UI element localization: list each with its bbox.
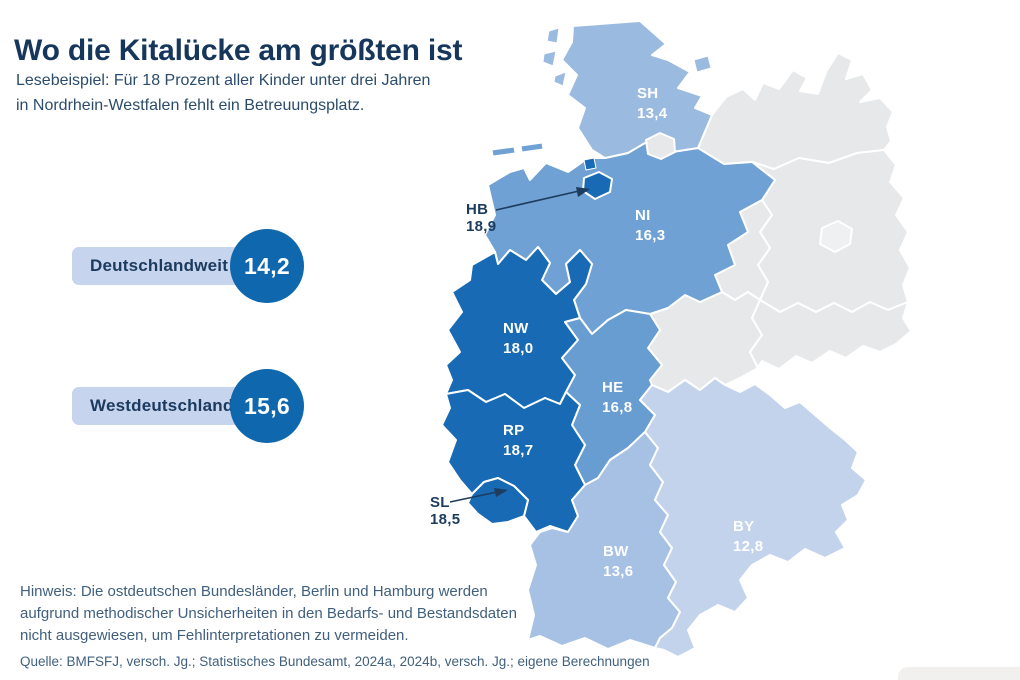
methodology-note-line-2: aufgrund methodischer Unsicherheiten in …: [20, 605, 517, 622]
map-label-he: HE 16,8: [602, 379, 633, 416]
map-label-sh: SH 13,4: [637, 85, 668, 122]
island-northfrisian-2: [542, 50, 557, 67]
state-hb-bremerhaven: [583, 157, 597, 171]
methodology-note: Hinweis: Die ostdeutschen Bundesländer, …: [20, 581, 517, 647]
source-line: Quelle: BMFSFJ, versch. Jg.; Statistisch…: [20, 654, 650, 669]
reading-example: Lesebeispiel: Für 18 Prozent aller Kinde…: [16, 68, 430, 118]
island-eastfrisian-2: [520, 142, 544, 153]
methodology-note-line-3: nicht ausgewiesen, um Fehlinterpretation…: [20, 627, 409, 644]
callout-label-hb: HB 18,9: [466, 201, 497, 235]
state-sn: [747, 299, 912, 381]
methodology-note-line-1: Hinweis: Die ostdeutschen Bundesländer, …: [20, 583, 488, 600]
badge-deutschlandweit: Deutschlandweit 14,2: [72, 229, 312, 304]
page-title: Wo die Kitalücke am größten ist: [14, 34, 463, 68]
state-by: [639, 377, 867, 658]
badge-label: Westdeutschland: [90, 396, 234, 415]
island-fehmarn: [693, 55, 712, 73]
footer-strip: [898, 667, 1020, 680]
state-hh: [645, 132, 676, 160]
callout-label-sl: SL 18,5: [430, 494, 461, 528]
reading-example-line-1: Lesebeispiel: Für 18 Prozent aller Kinde…: [16, 72, 431, 89]
badge-value-circle: 14,2: [230, 229, 304, 303]
state-be: [819, 220, 853, 253]
reading-example-line-2: in Nordrhein-Westfalen fehlt ein Betreuu…: [16, 97, 365, 114]
map-label-ni: NI 16,3: [635, 207, 666, 244]
badge-value: 14,2: [244, 252, 290, 279]
badge-value: 15,6: [244, 392, 290, 419]
map-label-by: BY 12,8: [733, 518, 764, 555]
island-northfrisian-3: [553, 71, 567, 87]
island-eastfrisian-1: [491, 146, 516, 157]
map-label-bw: BW 13,6: [603, 543, 634, 580]
badge-label: Deutschlandweit: [90, 256, 229, 275]
island-northfrisian-1: [546, 27, 560, 44]
badge-westdeutschland: Westdeutschland 15,6: [72, 369, 312, 444]
map-label-rp: RP 18,7: [503, 422, 534, 459]
sl-callout-arrow: [449, 488, 508, 503]
hb-callout-arrow: [495, 187, 590, 211]
state-sl: [467, 477, 529, 525]
map-label-nw: NW 18,0: [503, 320, 534, 357]
badge-value-circle: 15,6: [230, 369, 304, 443]
